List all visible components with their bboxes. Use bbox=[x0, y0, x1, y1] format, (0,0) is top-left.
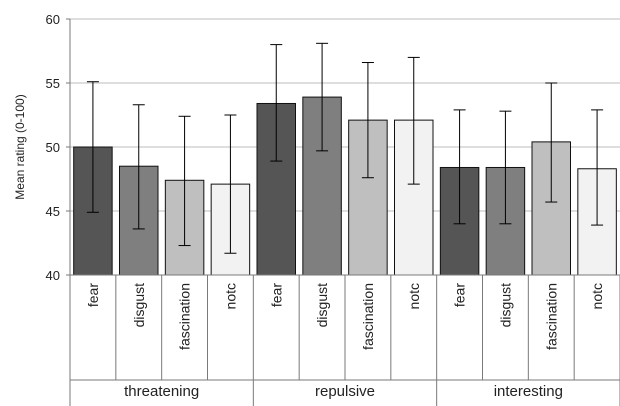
x-category-labels: fear disgust fascination notc fear disgust fas… bbox=[85, 283, 605, 350]
category-label-fascination: fascination bbox=[543, 283, 559, 350]
category-label-notc: notc bbox=[406, 283, 422, 309]
y-tick-labels: 40 45 50 55 60 bbox=[46, 12, 60, 283]
y-tick-label: 55 bbox=[46, 76, 60, 91]
axes bbox=[66, 18, 620, 406]
y-tick-label: 40 bbox=[46, 268, 60, 283]
x-group-labels: threatening repulsive interesting bbox=[124, 383, 563, 400]
group-label-interesting: interesting bbox=[494, 383, 563, 400]
error-bars bbox=[86, 42, 604, 254]
category-label-fear: fear bbox=[268, 283, 284, 307]
y-tick-label: 45 bbox=[46, 204, 60, 219]
y-tick-label: 60 bbox=[46, 12, 60, 27]
category-label-notc: notc bbox=[589, 283, 605, 309]
category-label-fascination: fascination bbox=[177, 283, 193, 350]
category-label-notc: notc bbox=[222, 283, 238, 309]
y-tick-label: 50 bbox=[46, 140, 60, 155]
category-label-disgust: disgust bbox=[131, 283, 147, 327]
category-label-disgust: disgust bbox=[314, 283, 330, 327]
bars bbox=[73, 96, 617, 276]
y-axis-label: Mean rating (0-100) bbox=[13, 94, 27, 199]
category-label-fear: fear bbox=[85, 283, 101, 307]
category-label-fascination: fascination bbox=[360, 283, 376, 350]
group-label-repulsive: repulsive bbox=[315, 383, 375, 400]
category-label-fear: fear bbox=[452, 283, 468, 307]
category-label-disgust: disgust bbox=[497, 283, 513, 327]
group-label-threatening: threatening bbox=[124, 383, 199, 400]
